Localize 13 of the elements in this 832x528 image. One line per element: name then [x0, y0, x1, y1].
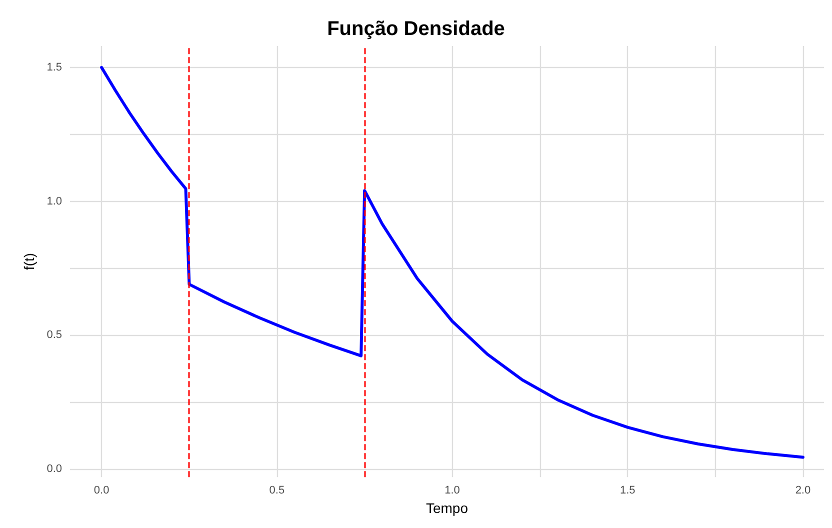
x-tick-label: 0.5 [269, 484, 285, 497]
y-tick-label: 1.0 [46, 195, 62, 208]
y-axis-title: f(t) [20, 252, 37, 270]
y-tick-label: 1.5 [46, 61, 62, 74]
line-series [100, 66, 804, 459]
x-axis-title: Tempo [426, 500, 468, 516]
y-tick-label: 0.0 [46, 463, 62, 476]
chart-title: Função Densidade [327, 18, 505, 40]
x-tick-label: 2.0 [795, 484, 811, 497]
x-tick-label: 0.0 [94, 484, 110, 497]
x-tick-label: 1.5 [620, 484, 636, 497]
x-tick-label: 1.0 [444, 484, 460, 497]
y-tick-label: 0.5 [46, 329, 62, 342]
